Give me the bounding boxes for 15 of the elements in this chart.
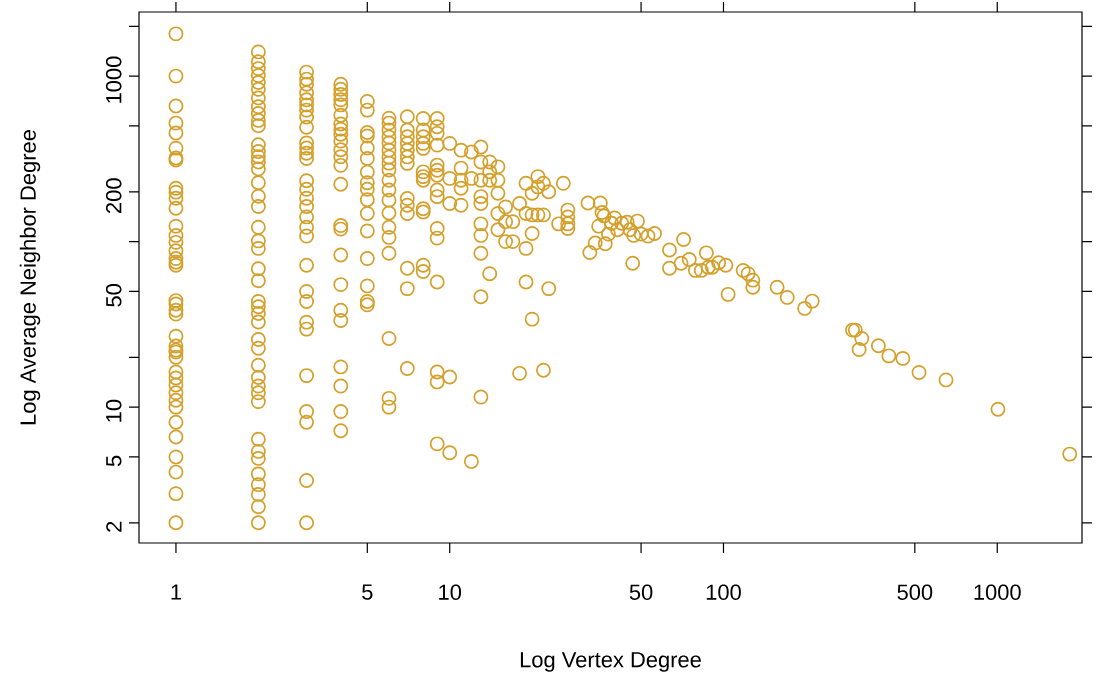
y-axis-title: Log Average Neighbor Degree [19,130,41,425]
y-tick-label: 10 [105,399,122,422]
x-axis-title: Log Vertex Degree [520,652,701,672]
y-tick-label: 200 [105,178,122,213]
x-tick-label: 1 [171,584,181,600]
x-tick-label: 500 [897,584,933,600]
y-tick-label: 50 [105,284,122,307]
x-tick-label: 100 [706,584,741,600]
x-tick-label: 50 [629,584,653,600]
y-tick-label: 1000 [105,56,122,103]
x-tick-label: 5 [362,584,373,600]
x-tick-label: 10 [439,584,462,600]
y-tick-label: 2 [106,521,122,532]
x-tick-label: 1000 [974,584,1021,600]
y-tick-label: 5 [106,455,122,467]
